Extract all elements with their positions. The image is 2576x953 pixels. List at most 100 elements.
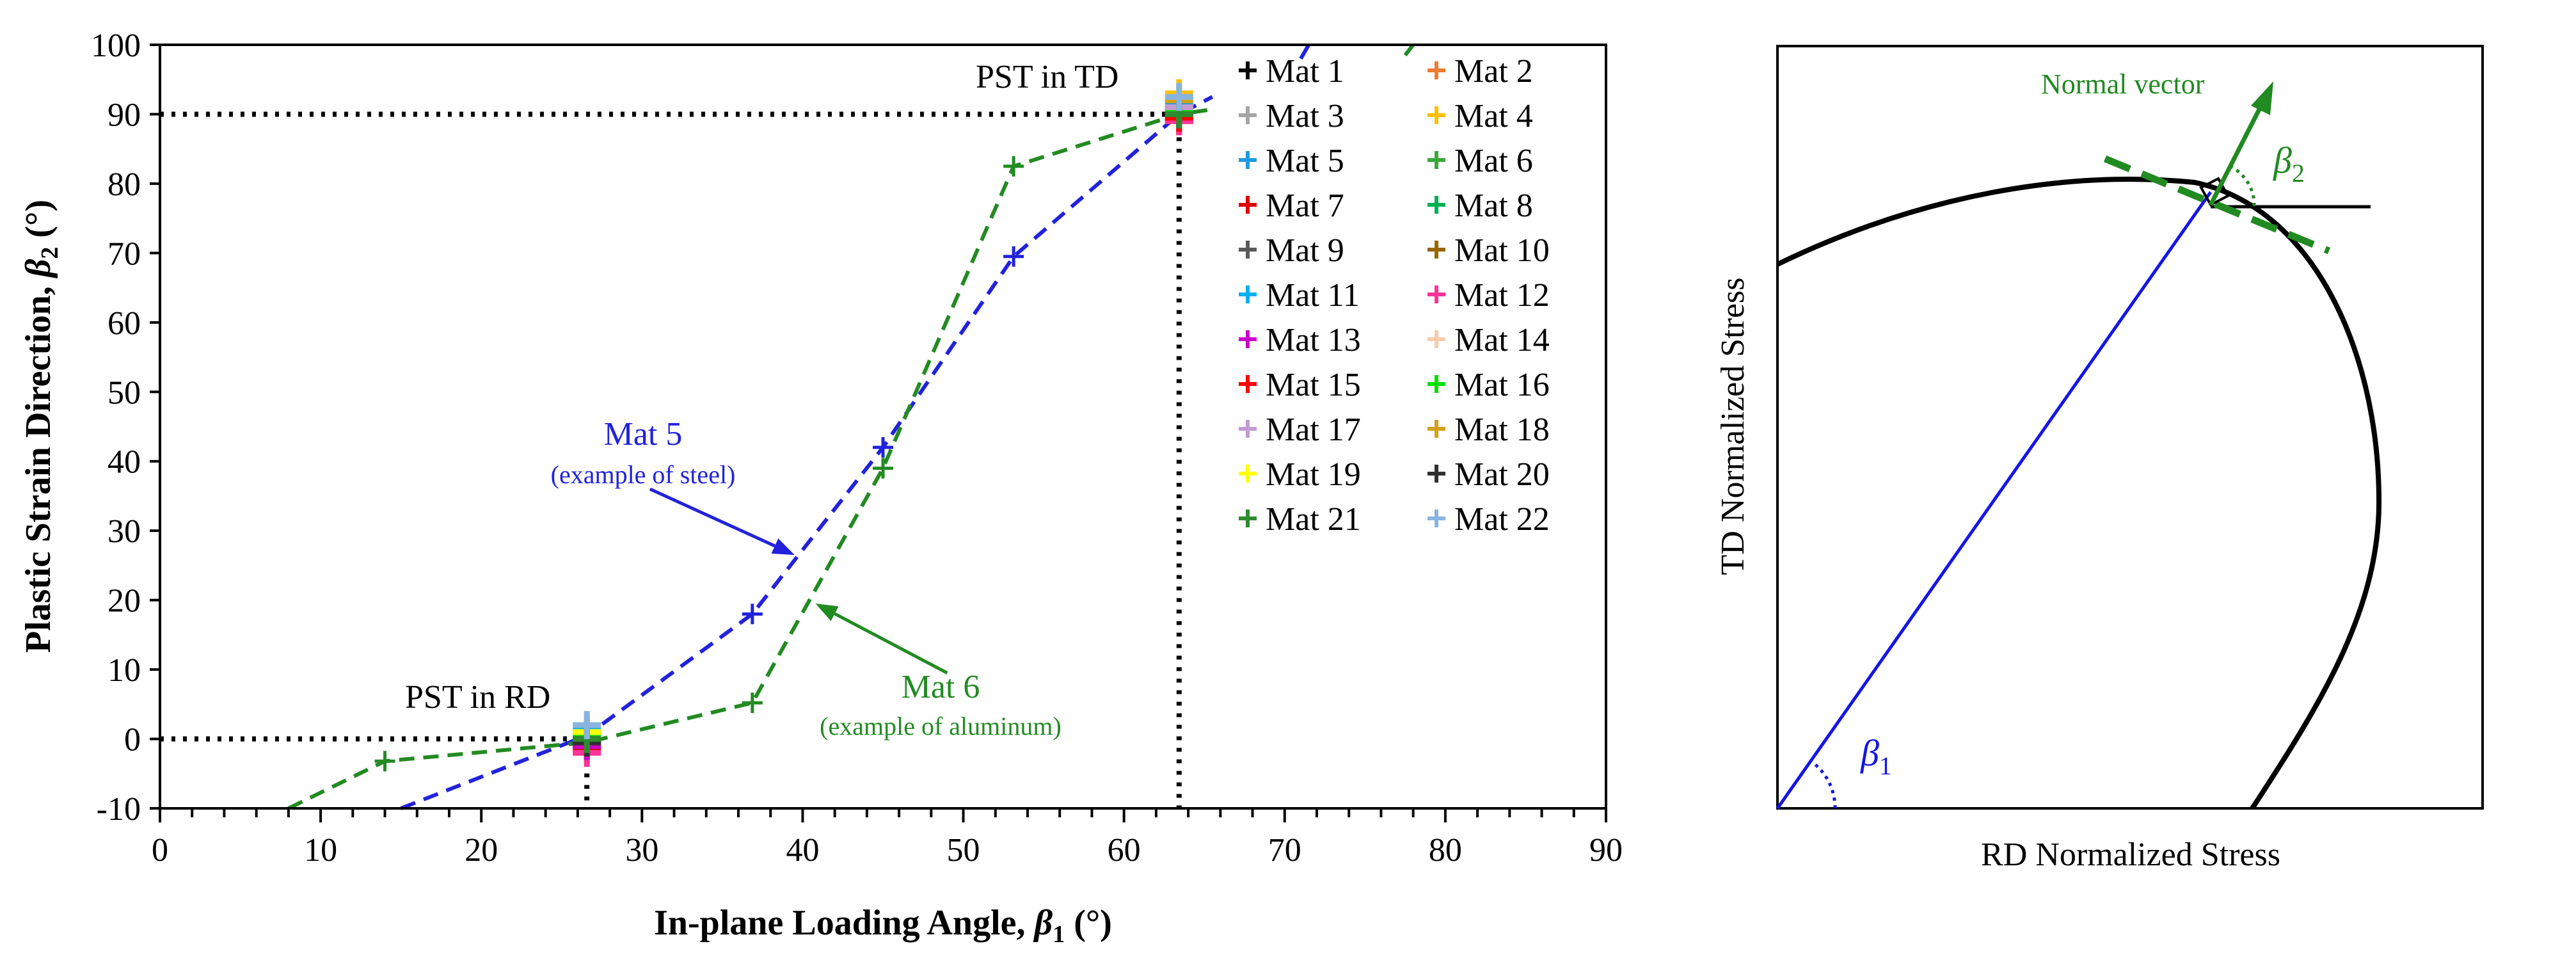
legend-label-18: Mat 18 xyxy=(1454,412,1550,448)
legend-item-mat-9: Mat 9 xyxy=(1239,232,1344,269)
legend-swatch-15 xyxy=(1239,375,1257,393)
y-axis-label: Plastic Strain Direction, β2 (°) xyxy=(19,200,63,653)
annotation-pst-in-td: PST in TD xyxy=(976,59,1119,95)
legend-label-17: Mat 17 xyxy=(1266,412,1361,448)
x-tick-label-10: 10 xyxy=(304,832,337,869)
curve-stub-1 xyxy=(1403,44,1415,57)
mat5-arrow-shaft xyxy=(649,487,775,548)
legend-label-13: Mat 13 xyxy=(1266,322,1361,358)
curve-marker-0-0 xyxy=(742,604,763,625)
legend-label-10: Mat 10 xyxy=(1454,232,1550,269)
y-tick-label-100: 100 xyxy=(91,28,141,64)
legend-item-mat-18: Mat 18 xyxy=(1427,412,1550,448)
x-tick-label-50: 50 xyxy=(947,832,980,869)
legend-label-22: Mat 22 xyxy=(1454,501,1550,538)
legend-label-12: Mat 12 xyxy=(1454,277,1550,314)
legend-item-mat-13: Mat 13 xyxy=(1239,322,1361,358)
legend-label-5: Mat 5 xyxy=(1266,143,1344,179)
legend-item-mat-6: Mat 6 xyxy=(1427,143,1533,179)
legend-swatch-3 xyxy=(1239,106,1257,124)
loading-direction-line xyxy=(1776,191,2213,810)
curve-marker-1-3 xyxy=(1003,156,1024,177)
x-tick-label-0: 0 xyxy=(152,832,168,869)
y-tick-label-90: 90 xyxy=(107,97,141,133)
legend-item-mat-10: Mat 10 xyxy=(1427,232,1550,269)
normal-vector-label: Normal vector xyxy=(2041,68,2205,100)
tangent-line xyxy=(2103,155,2331,255)
legend-item-mat-5: Mat 5 xyxy=(1239,143,1344,179)
annotation-arrows xyxy=(649,487,948,675)
legend-item-mat-19: Mat 19 xyxy=(1239,456,1361,493)
legend-label-1: Mat 1 xyxy=(1266,53,1344,90)
beta1-label: β1 xyxy=(1860,732,1892,780)
legend: Mat 1 Mat 2 Mat 3 Mat 4 Mat 5 Mat 6 Mat 7 Mat 8… xyxy=(1239,53,1550,538)
legend-label-11: Mat 11 xyxy=(1266,277,1360,314)
legend-label-2: Mat 2 xyxy=(1454,53,1533,90)
legend-item-mat-17: Mat 17 xyxy=(1239,412,1361,448)
strain-direction-chart: 0 10 20 30 40 50 60 70 80 90 -10 0 10 20 30 40 50 60 70 80… xyxy=(19,28,1623,948)
plot-frame xyxy=(159,44,1607,810)
legend-swatch-13 xyxy=(1239,330,1257,348)
curve-mat-6 xyxy=(287,107,1213,810)
annotation-mat5-title: Mat 5 xyxy=(604,416,683,452)
legend-swatch-9 xyxy=(1239,241,1257,259)
legend-swatch-7 xyxy=(1239,196,1257,214)
annotation-pst-in-rd: PST in RD xyxy=(405,679,550,716)
annotation-mat6-title: Mat 6 xyxy=(902,669,980,705)
legend-label-6: Mat 6 xyxy=(1454,143,1533,179)
curve-marker-0-1 xyxy=(873,437,893,458)
legend-item-mat-8: Mat 8 xyxy=(1427,188,1533,224)
legend-swatch-16 xyxy=(1427,375,1445,393)
legend-swatch-11 xyxy=(1239,285,1257,303)
curve-marker-0-2 xyxy=(1003,246,1024,267)
right-angle-marker xyxy=(2199,177,2230,207)
x-tick-label-40: 40 xyxy=(786,832,819,869)
x-tick-label-20: 20 xyxy=(465,832,498,869)
diagram-frame xyxy=(1776,45,2484,810)
x-tick-label-70: 70 xyxy=(1268,832,1301,869)
legend-label-8: Mat 8 xyxy=(1454,188,1533,224)
x-tick-label-90: 90 xyxy=(1589,832,1623,869)
legend-label-19: Mat 19 xyxy=(1266,456,1361,493)
legend-swatch-21 xyxy=(1239,509,1257,527)
legend-label-9: Mat 9 xyxy=(1266,232,1344,269)
legend-label-7: Mat 7 xyxy=(1266,188,1344,224)
beta2-angle-arc xyxy=(2229,164,2256,207)
material-points xyxy=(573,79,1193,767)
legend-swatch-12 xyxy=(1427,285,1445,303)
legend-swatch-6 xyxy=(1427,151,1445,169)
legend-swatch-22 xyxy=(1427,509,1445,527)
legend-item-mat-12: Mat 12 xyxy=(1427,277,1550,314)
normal-vector-arrowhead xyxy=(2251,81,2273,115)
y-tick-label-30: 30 xyxy=(107,513,141,550)
legend-swatch-4 xyxy=(1427,106,1445,124)
mat5-arrow-head xyxy=(771,538,795,556)
legend-label-15: Mat 15 xyxy=(1266,367,1361,403)
diagram-y-label: TD Normalized Stress xyxy=(1715,277,1751,575)
y-tick-label--10: -10 xyxy=(97,791,141,828)
legend-swatch-18 xyxy=(1427,420,1445,438)
legend-label-4: Mat 4 xyxy=(1454,98,1533,134)
legend-item-mat-7: Mat 7 xyxy=(1239,188,1344,224)
diagram-x-label: RD Normalized Stress xyxy=(1981,837,2280,873)
legend-item-mat-21: Mat 21 xyxy=(1239,501,1361,538)
x-axis-label: In-plane Loading Angle, β1 (°) xyxy=(654,903,1112,948)
y-tick-label-40: 40 xyxy=(107,444,141,481)
y-tick-label-70: 70 xyxy=(107,236,141,272)
curve-marker-1-2 xyxy=(873,458,893,479)
mat6-arrow-shaft xyxy=(834,612,948,675)
y-tick-label-20: 20 xyxy=(107,583,141,620)
curve-marker-1-0 xyxy=(374,751,395,772)
beta2-label: β2 xyxy=(2273,140,2305,188)
legend-item-mat-15: Mat 15 xyxy=(1239,367,1361,403)
legend-swatch-5 xyxy=(1239,151,1257,169)
legend-swatch-10 xyxy=(1427,241,1445,259)
legend-item-mat-2: Mat 2 xyxy=(1427,53,1533,90)
y-tick-label-0: 0 xyxy=(124,722,141,758)
x-axis-ticks: 0 10 20 30 40 50 60 70 80 90 xyxy=(152,808,1623,869)
legend-item-mat-22: Mat 22 xyxy=(1427,501,1550,538)
legend-swatch-1 xyxy=(1239,61,1257,79)
point-mat-22-1 xyxy=(1165,83,1193,111)
curve-marker-1-1 xyxy=(742,693,763,714)
